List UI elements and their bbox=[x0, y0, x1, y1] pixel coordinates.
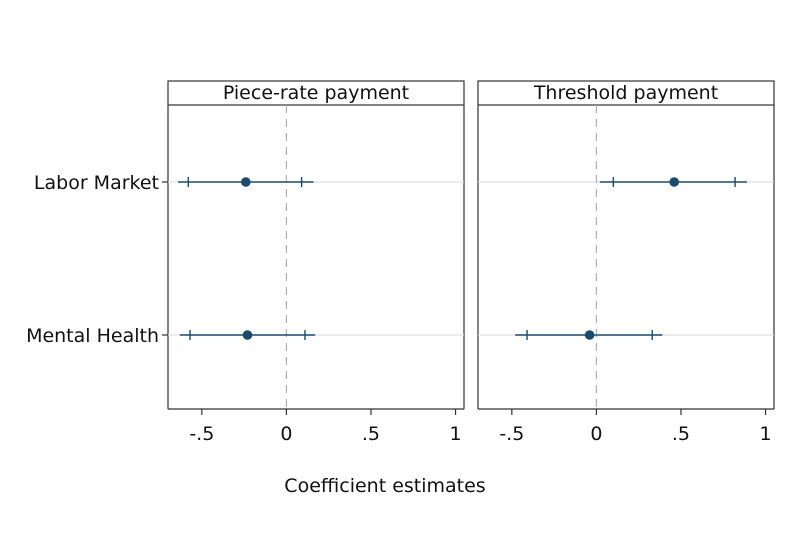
panel-1: Piece-rate payment -.5 0 .5 1 bbox=[167, 80, 465, 445]
y-category-label: Mental Health bbox=[26, 325, 159, 347]
x-axis-title: Coefficient estimates bbox=[284, 475, 485, 497]
panel-title: Piece-rate payment bbox=[223, 82, 409, 104]
panel-header bbox=[477, 80, 775, 106]
x-tick-label: -.5 bbox=[189, 423, 214, 445]
y-category-label: Labor Market bbox=[34, 172, 159, 194]
x-tick-label: 0 bbox=[280, 423, 292, 445]
x-tick-label: 0 bbox=[590, 423, 602, 445]
x-tick-label: 1 bbox=[759, 423, 771, 445]
panel-title: Threshold payment bbox=[533, 82, 718, 104]
x-tick-label: -.5 bbox=[499, 423, 524, 445]
estimate-point bbox=[584, 330, 595, 340]
x-tick-label: .5 bbox=[672, 423, 690, 445]
panel-header bbox=[167, 80, 465, 106]
estimate-point bbox=[669, 177, 680, 187]
x-tick-label: 1 bbox=[449, 423, 461, 445]
panel-2: Threshold payment -.5 0 .5 1 bbox=[477, 80, 775, 445]
estimate-point bbox=[242, 330, 253, 340]
x-tick-label: .5 bbox=[362, 423, 380, 445]
estimate-point bbox=[241, 177, 251, 187]
